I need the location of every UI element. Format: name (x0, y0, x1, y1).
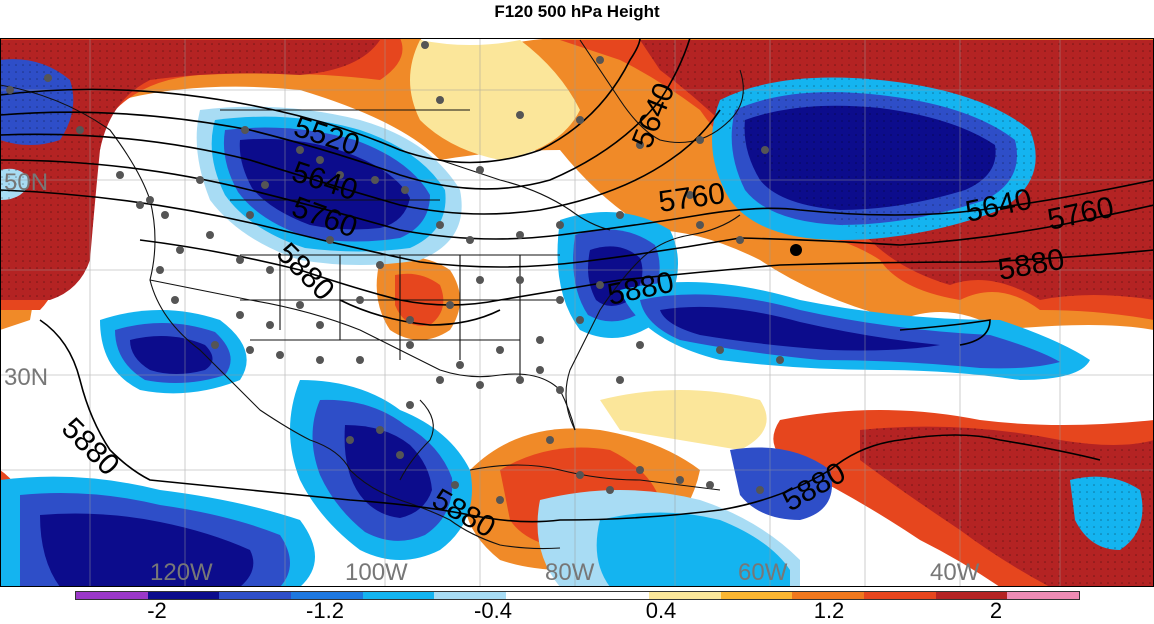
colorbar-tick-label: -0.4 (474, 598, 512, 623)
colorbar-segment (290, 592, 363, 599)
colorbar-segment (935, 592, 1008, 599)
colorbar-segment (362, 592, 435, 599)
map-title: F120 500 hPa Height (494, 2, 660, 21)
colorbar-segment (792, 592, 865, 599)
longitude-labels: 120W 100W 80W 60W 40W (150, 559, 980, 586)
target-location-marker (790, 244, 802, 256)
colorbar-segment (577, 592, 650, 599)
lon-label: 120W (150, 559, 213, 586)
lat-label: 50N (4, 169, 48, 196)
colorbar-tick-labels: -2 -1.2 -0.4 0.4 1.2 2 (0, 598, 1154, 623)
colorbar-segment (76, 592, 148, 599)
height-contours (0, 38, 1154, 523)
graticule (0, 38, 1154, 587)
coastlines (0, 39, 744, 550)
anomaly-field (0, 38, 1154, 587)
lon-label: 60W (738, 559, 788, 586)
colorbar-segment (505, 592, 578, 599)
lon-label: 80W (545, 559, 595, 586)
latitude-labels: 50N 30N (4, 169, 48, 391)
colorbar-segment (720, 592, 793, 599)
lon-label: 100W (345, 559, 408, 586)
colorbar-tick-label: -2 (147, 598, 167, 623)
colorbar-tick-label: -1.2 (306, 598, 344, 623)
colorbar-segment (434, 592, 506, 599)
lat-label: 30N (4, 364, 48, 391)
colorbar-segment (147, 592, 220, 599)
lon-label: 40W (930, 559, 980, 586)
colorbar-segment (1007, 592, 1079, 599)
colorbar-tick-label: 0.4 (645, 598, 677, 623)
colorbar (75, 591, 1080, 600)
colorbar-segment (219, 592, 291, 599)
colorbar-tick-label: 1.2 (813, 598, 845, 623)
colorbar-segment (864, 592, 936, 599)
colorbar-tick-label: 2 (989, 598, 1003, 623)
colorbar-segment (649, 592, 721, 599)
station-markers (6, 41, 784, 504)
